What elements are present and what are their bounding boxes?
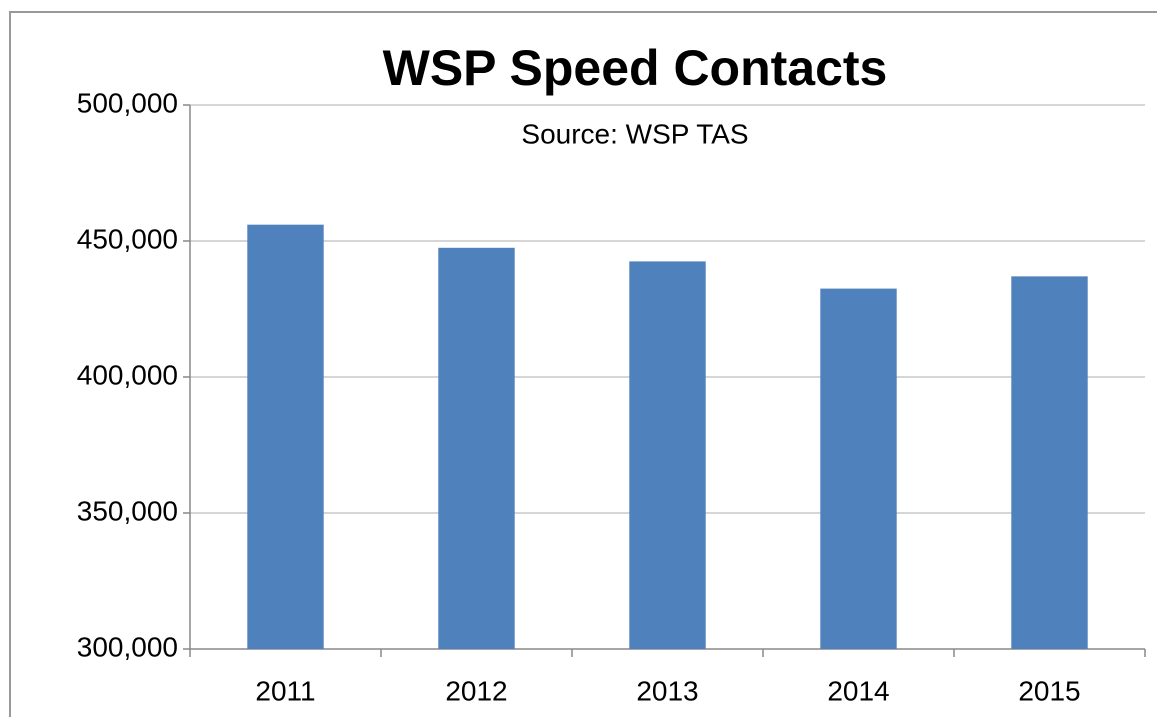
x-tick-label: 2012 [445, 675, 507, 706]
y-tick-label: 350,000 [77, 495, 178, 526]
bar [1011, 276, 1088, 649]
chart-title: WSP Speed Contacts [383, 40, 888, 96]
chart-border [9, 11, 1157, 717]
y-tick-label: 450,000 [77, 223, 178, 254]
x-tick-label: 2015 [1018, 675, 1080, 706]
x-tick-label: 2011 [255, 675, 315, 706]
y-tick-label: 400,000 [77, 359, 178, 390]
bar [820, 288, 897, 649]
y-tick-label: 300,000 [77, 631, 178, 662]
x-tick-label: 2013 [636, 675, 698, 706]
y-tick-label: 500,000 [77, 87, 178, 118]
x-tick-label: 2014 [827, 675, 889, 706]
bar [247, 224, 324, 649]
bar [629, 261, 706, 649]
bar [438, 247, 515, 650]
chart-subtitle: Source: WSP TAS [521, 118, 748, 149]
